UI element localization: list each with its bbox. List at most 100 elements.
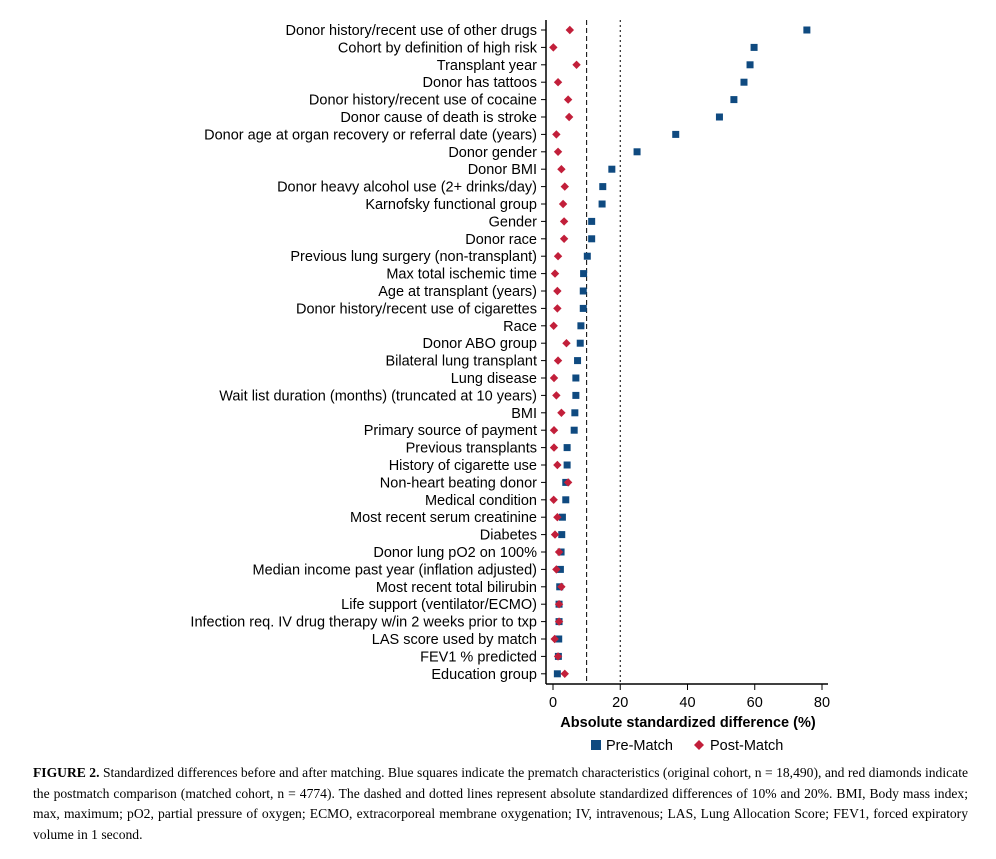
pre-match-point	[599, 183, 607, 191]
legend-post-match-label: Post-Match	[710, 738, 783, 754]
category-label: Most recent total bilirubin	[376, 580, 537, 596]
post-match-point	[553, 652, 563, 661]
category-label: Life support (ventilator/ECMO)	[341, 597, 537, 613]
pre-match-point	[558, 531, 566, 539]
x-tick-label: 60	[747, 695, 763, 711]
post-match-point	[559, 234, 569, 243]
category-label: Infection req. IV drug therapy w/in 2 we…	[190, 615, 537, 631]
post-match-point	[563, 95, 573, 104]
legend-pre-match-label: Pre-Match	[606, 738, 673, 754]
x-tick-label: 40	[679, 695, 695, 711]
category-label: Primary source of payment	[364, 423, 537, 439]
figure-caption: FIGURE 2. Standardized differences befor…	[33, 763, 968, 845]
category-label: Cohort by definition of high risk	[338, 40, 538, 56]
category-label: Lung disease	[451, 371, 537, 387]
category-label: Donor race	[465, 232, 537, 248]
post-match-point	[549, 321, 558, 330]
post-match-point	[553, 304, 562, 313]
category-label: Donor lung pO2 on 100%	[373, 545, 537, 561]
category-label: Donor gender	[448, 145, 537, 161]
category-label: Education group	[431, 667, 537, 683]
pre-match-point	[583, 252, 591, 260]
pre-match-point	[588, 217, 596, 225]
category-label: Wait list duration (months) (truncated a…	[219, 388, 537, 404]
post-match-point	[550, 634, 559, 644]
pre-match-point	[563, 444, 571, 452]
pre-match-point	[588, 235, 596, 243]
pre-match-point	[574, 357, 582, 365]
post-match-point	[553, 147, 563, 156]
pre-match-point	[633, 148, 641, 156]
post-match-point	[562, 339, 571, 348]
category-label: Race	[503, 319, 537, 335]
category-label: Donor cause of death is stroke	[340, 110, 537, 126]
category-label: Previous transplants	[406, 441, 537, 457]
pre-match-point	[672, 130, 680, 138]
x-tick-label: 20	[612, 695, 628, 711]
post-match-point	[564, 112, 574, 122]
post-match-point	[572, 60, 581, 69]
reference-lines	[586, 20, 621, 684]
post-match-point	[552, 130, 561, 139]
series-post-match	[549, 25, 581, 678]
category-label: Karnofsky functional group	[365, 197, 537, 213]
post-match-point	[565, 25, 575, 35]
series-pre-match	[553, 26, 811, 678]
pre-match-point	[750, 43, 758, 51]
category-label: Median income past year (inflation adjus…	[252, 562, 537, 578]
post-match-point	[549, 495, 558, 504]
pre-match-point	[577, 322, 585, 330]
caption-text: Standardized differences before and afte…	[33, 765, 969, 842]
pre-match-point	[598, 200, 606, 208]
category-label: Transplant year	[437, 58, 537, 74]
pre-match-point	[576, 339, 584, 347]
standardized-difference-chart: 0 20 40 60 80 Donor history/recent use of ot…	[190, 20, 830, 754]
category-label: LAS score used by match	[372, 632, 537, 648]
pre-match-point	[803, 26, 811, 34]
pre-match-point	[562, 496, 570, 504]
post-match-point	[550, 530, 560, 539]
pre-match-point	[746, 61, 754, 69]
post-match-point	[559, 217, 569, 226]
post-match-point	[549, 443, 559, 452]
pre-match-point	[579, 287, 587, 295]
pre-match-point	[608, 165, 616, 173]
category-label: Donor BMI	[468, 162, 537, 178]
post-match-point	[558, 199, 568, 209]
category-label: Donor history/recent use of cocaine	[309, 93, 537, 109]
caption-figure-label: FIGURE 2.	[33, 765, 100, 780]
category-label: Gender	[489, 214, 538, 230]
category-label: Donor age at organ recovery or referral …	[204, 127, 537, 143]
pre-match-point	[740, 78, 748, 86]
post-match-point	[554, 617, 564, 626]
post-match-point	[557, 165, 566, 174]
category-label: Medical condition	[425, 493, 537, 509]
category-label: Donor has tattoos	[423, 75, 537, 91]
category-label: Diabetes	[480, 528, 537, 544]
post-match-point	[552, 565, 561, 574]
category-label: Non-heart beating donor	[380, 475, 537, 491]
category-label: History of cigarette use	[389, 458, 537, 474]
category-label: Previous lung surgery (non-transplant)	[290, 249, 537, 265]
post-match-point	[549, 43, 558, 52]
pre-match-point	[553, 670, 561, 678]
post-match-point	[554, 600, 564, 609]
post-match-point	[549, 373, 559, 383]
legend: Pre-Match Post-Match	[591, 738, 783, 754]
pre-match-point	[563, 461, 571, 469]
pre-match-point	[572, 391, 580, 399]
post-match-point	[553, 252, 563, 261]
pre-match-point	[558, 513, 566, 521]
pre-match-point	[715, 113, 723, 121]
post-match-point	[550, 269, 560, 278]
pre-match-point	[572, 374, 580, 382]
pre-match-point	[579, 304, 587, 312]
category-label: Age at transplant (years)	[378, 284, 537, 300]
category-label: Bilateral lung transplant	[385, 354, 537, 370]
x-tick-label: 80	[814, 695, 830, 711]
category-label: Most recent serum creatinine	[350, 510, 537, 526]
category-label: BMI	[511, 406, 537, 422]
pre-match-point	[730, 96, 738, 104]
post-match-point	[557, 582, 566, 591]
category-label: Max total ischemic time	[386, 267, 537, 283]
